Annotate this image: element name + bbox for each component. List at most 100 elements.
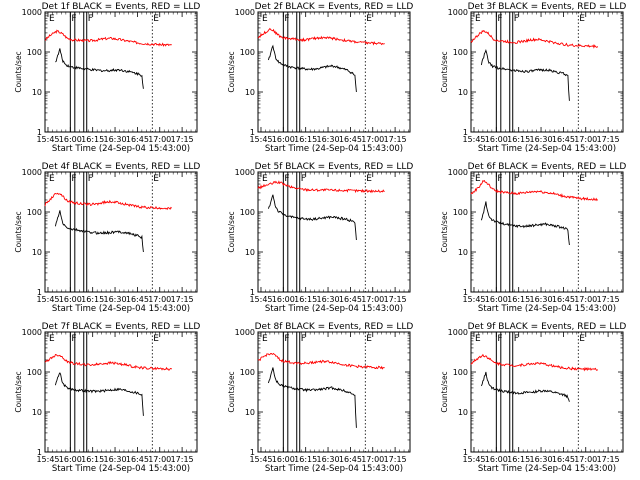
y-tick-label: 1000 <box>235 328 255 337</box>
events-series-black <box>54 372 144 416</box>
interval-flag: F <box>497 334 502 344</box>
x-tick-label: 16:00 <box>485 295 508 304</box>
x-tick-label: 16:30 <box>530 295 553 304</box>
x-tick-label: 17:15 <box>384 135 407 144</box>
x-tick-label: 16:45 <box>126 295 149 304</box>
x-tick-label: 16:30 <box>104 135 127 144</box>
x-tick-label: 15:45 <box>462 455 485 464</box>
interval-flag: F <box>284 334 289 344</box>
x-tick-label: 16:15 <box>81 135 104 144</box>
x-tick-label: 16:00 <box>272 135 295 144</box>
interval-flag: E <box>475 14 481 24</box>
x-tick-label: 17:00 <box>148 455 171 464</box>
x-axis-label: Start Time (24-Sep-04 15:43:00) <box>478 144 616 154</box>
interval-flag: F <box>284 174 289 184</box>
chart-title: Det 8f BLACK = Events, RED = LLD <box>255 322 414 332</box>
x-tick-label: 16:30 <box>104 295 127 304</box>
events-series-black <box>55 48 144 89</box>
plot-frame <box>44 11 198 133</box>
y-tick-label: 100 <box>27 208 42 217</box>
y-tick-label: 100 <box>27 368 42 377</box>
y-axis-label: Counts/sec <box>227 51 236 92</box>
events-series-black <box>480 201 570 246</box>
interval-flag: E <box>579 14 585 24</box>
x-tick-label: 16:00 <box>485 455 508 464</box>
x-tick-label: 16:45 <box>339 455 362 464</box>
y-axis-label: Counts/sec <box>14 51 23 92</box>
interval-flag: E <box>366 174 372 184</box>
y-tick-label: 10 <box>245 408 255 417</box>
x-tick-label: 17:00 <box>574 295 597 304</box>
events-series-black <box>54 210 144 253</box>
x-tick-label: 17:15 <box>171 455 194 464</box>
interval-flag: F <box>497 174 502 184</box>
y-tick-label: 10 <box>32 408 42 417</box>
chart-title: Det 9f BLACK = Events, RED = LLD <box>468 322 627 332</box>
x-tick-label: 17:15 <box>597 455 620 464</box>
x-tick-label: 17:15 <box>597 295 620 304</box>
x-tick-label: 15:45 <box>249 455 272 464</box>
y-tick-label: 1 <box>250 448 255 457</box>
x-tick-label: 17:00 <box>148 295 171 304</box>
x-tick-label: 16:45 <box>552 135 575 144</box>
x-tick-label: 16:15 <box>81 295 104 304</box>
y-axis-label: Counts/sec <box>440 211 449 252</box>
y-tick-label: 10 <box>32 88 42 97</box>
chart-panel-4: Det 4f BLACK = Events, RED = LLD 1 10 100 10… <box>14 162 200 314</box>
chart-title: Det 3f BLACK = Events, RED = LLD <box>468 2 627 12</box>
chart-panel-5: Det 5f BLACK = Events, RED = LLD 1 10 100 10… <box>227 162 413 314</box>
interval-flag: F <box>88 14 93 24</box>
events-series-black <box>267 44 357 93</box>
x-axis-label: Start Time (24-Sep-04 15:43:00) <box>265 464 403 474</box>
y-axis-label: Counts/sec <box>227 211 236 252</box>
x-tick-label: 17:00 <box>361 295 384 304</box>
x-tick-label: 16:00 <box>272 295 295 304</box>
interval-flag: E <box>49 14 55 24</box>
interval-flag: E <box>579 334 585 344</box>
y-tick-label: 10 <box>458 88 468 97</box>
x-tick-label: 15:45 <box>462 135 485 144</box>
interval-flag: F <box>514 14 519 24</box>
x-tick-label: 16:15 <box>507 295 530 304</box>
interval-flag: E <box>366 334 372 344</box>
x-tick-label: 15:45 <box>36 295 59 304</box>
y-tick-label: 1 <box>463 288 468 297</box>
plot-frame <box>257 11 411 133</box>
plot-frame <box>257 171 411 293</box>
y-tick-label: 100 <box>240 48 255 57</box>
plot-frame <box>470 11 624 133</box>
interval-flag: F <box>514 334 519 344</box>
x-tick-label: 16:45 <box>339 295 362 304</box>
x-tick-label: 17:15 <box>597 135 620 144</box>
x-tick-label: 16:15 <box>81 455 104 464</box>
interval-flag: F <box>71 14 76 24</box>
lld-series-red <box>257 352 385 370</box>
x-tick-label: 17:15 <box>171 295 194 304</box>
interval-flag: F <box>71 174 76 184</box>
y-tick-label: 100 <box>240 208 255 217</box>
x-tick-label: 16:15 <box>294 455 317 464</box>
x-tick-label: 16:15 <box>507 455 530 464</box>
interval-flag: E <box>262 334 268 344</box>
x-tick-label: 16:00 <box>272 455 295 464</box>
x-tick-label: 16:30 <box>317 455 340 464</box>
y-tick-label: 100 <box>27 48 42 57</box>
x-axis-label: Start Time (24-Sep-04 15:43:00) <box>478 464 616 474</box>
events-series-black <box>267 194 357 241</box>
plot-frame <box>470 331 624 453</box>
x-tick-label: 17:15 <box>171 135 194 144</box>
y-tick-label: 1 <box>463 448 468 457</box>
y-tick-label: 1000 <box>448 8 468 17</box>
y-tick-label: 1000 <box>448 328 468 337</box>
chart-title: Det 4f BLACK = Events, RED = LLD <box>42 162 201 172</box>
interval-flag: E <box>475 334 481 344</box>
x-tick-label: 16:30 <box>317 295 340 304</box>
y-tick-label: 100 <box>453 368 468 377</box>
y-tick-label: 1000 <box>448 168 468 177</box>
x-tick-label: 17:15 <box>384 455 407 464</box>
y-tick-label: 10 <box>458 408 468 417</box>
lld-series-red <box>470 353 599 372</box>
chart-title: Det 5f BLACK = Events, RED = LLD <box>255 162 414 172</box>
x-tick-label: 16:15 <box>294 135 317 144</box>
